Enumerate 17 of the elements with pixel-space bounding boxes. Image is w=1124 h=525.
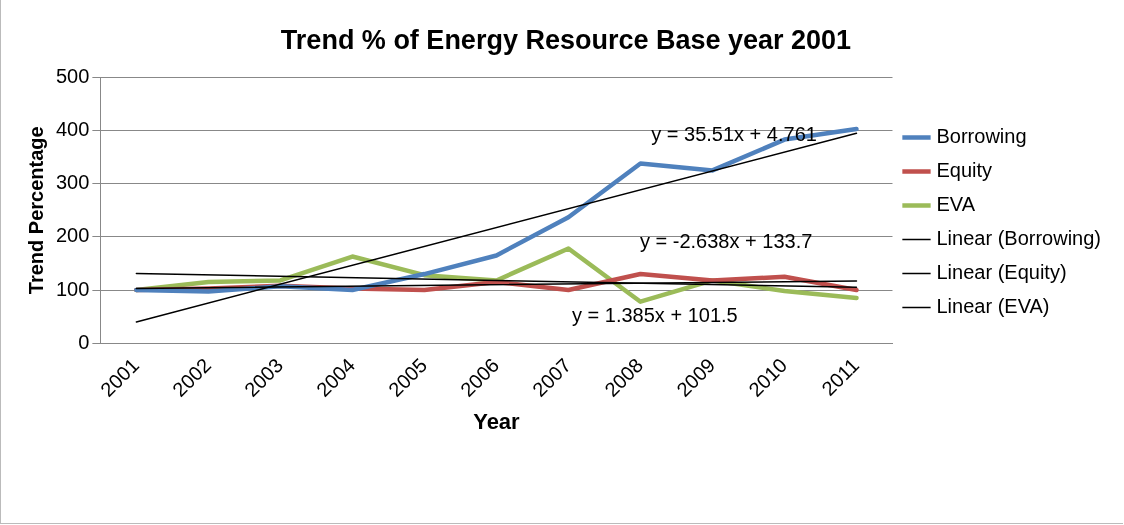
annotation: y = 1.385x + 101.5: [572, 304, 738, 327]
legend-label: EVA: [936, 193, 976, 216]
x-axis-title: Year: [473, 408, 521, 434]
y-tick-label: 500: [55, 64, 90, 87]
y-tick-label: 100: [55, 277, 90, 300]
y-axis-title: Trend Percentage: [24, 126, 47, 295]
legend-label: Linear (Borrowing): [936, 227, 1101, 250]
chart-title: Trend % of Energy Resource Base year 2001: [280, 24, 852, 55]
legend-label: Borrowing: [936, 125, 1027, 148]
y-tick-label: 200: [55, 224, 90, 247]
y-tick-label: 400: [55, 118, 90, 141]
y-tick-label: 0: [78, 330, 90, 353]
legend-label: Linear (EVA): [936, 295, 1050, 318]
legend-label: Equity: [936, 159, 993, 182]
annotation: y = -2.638x + 133.7: [639, 229, 813, 252]
y-tick-label: 300: [55, 171, 90, 194]
legend-label: Linear (Equity): [936, 261, 1067, 284]
